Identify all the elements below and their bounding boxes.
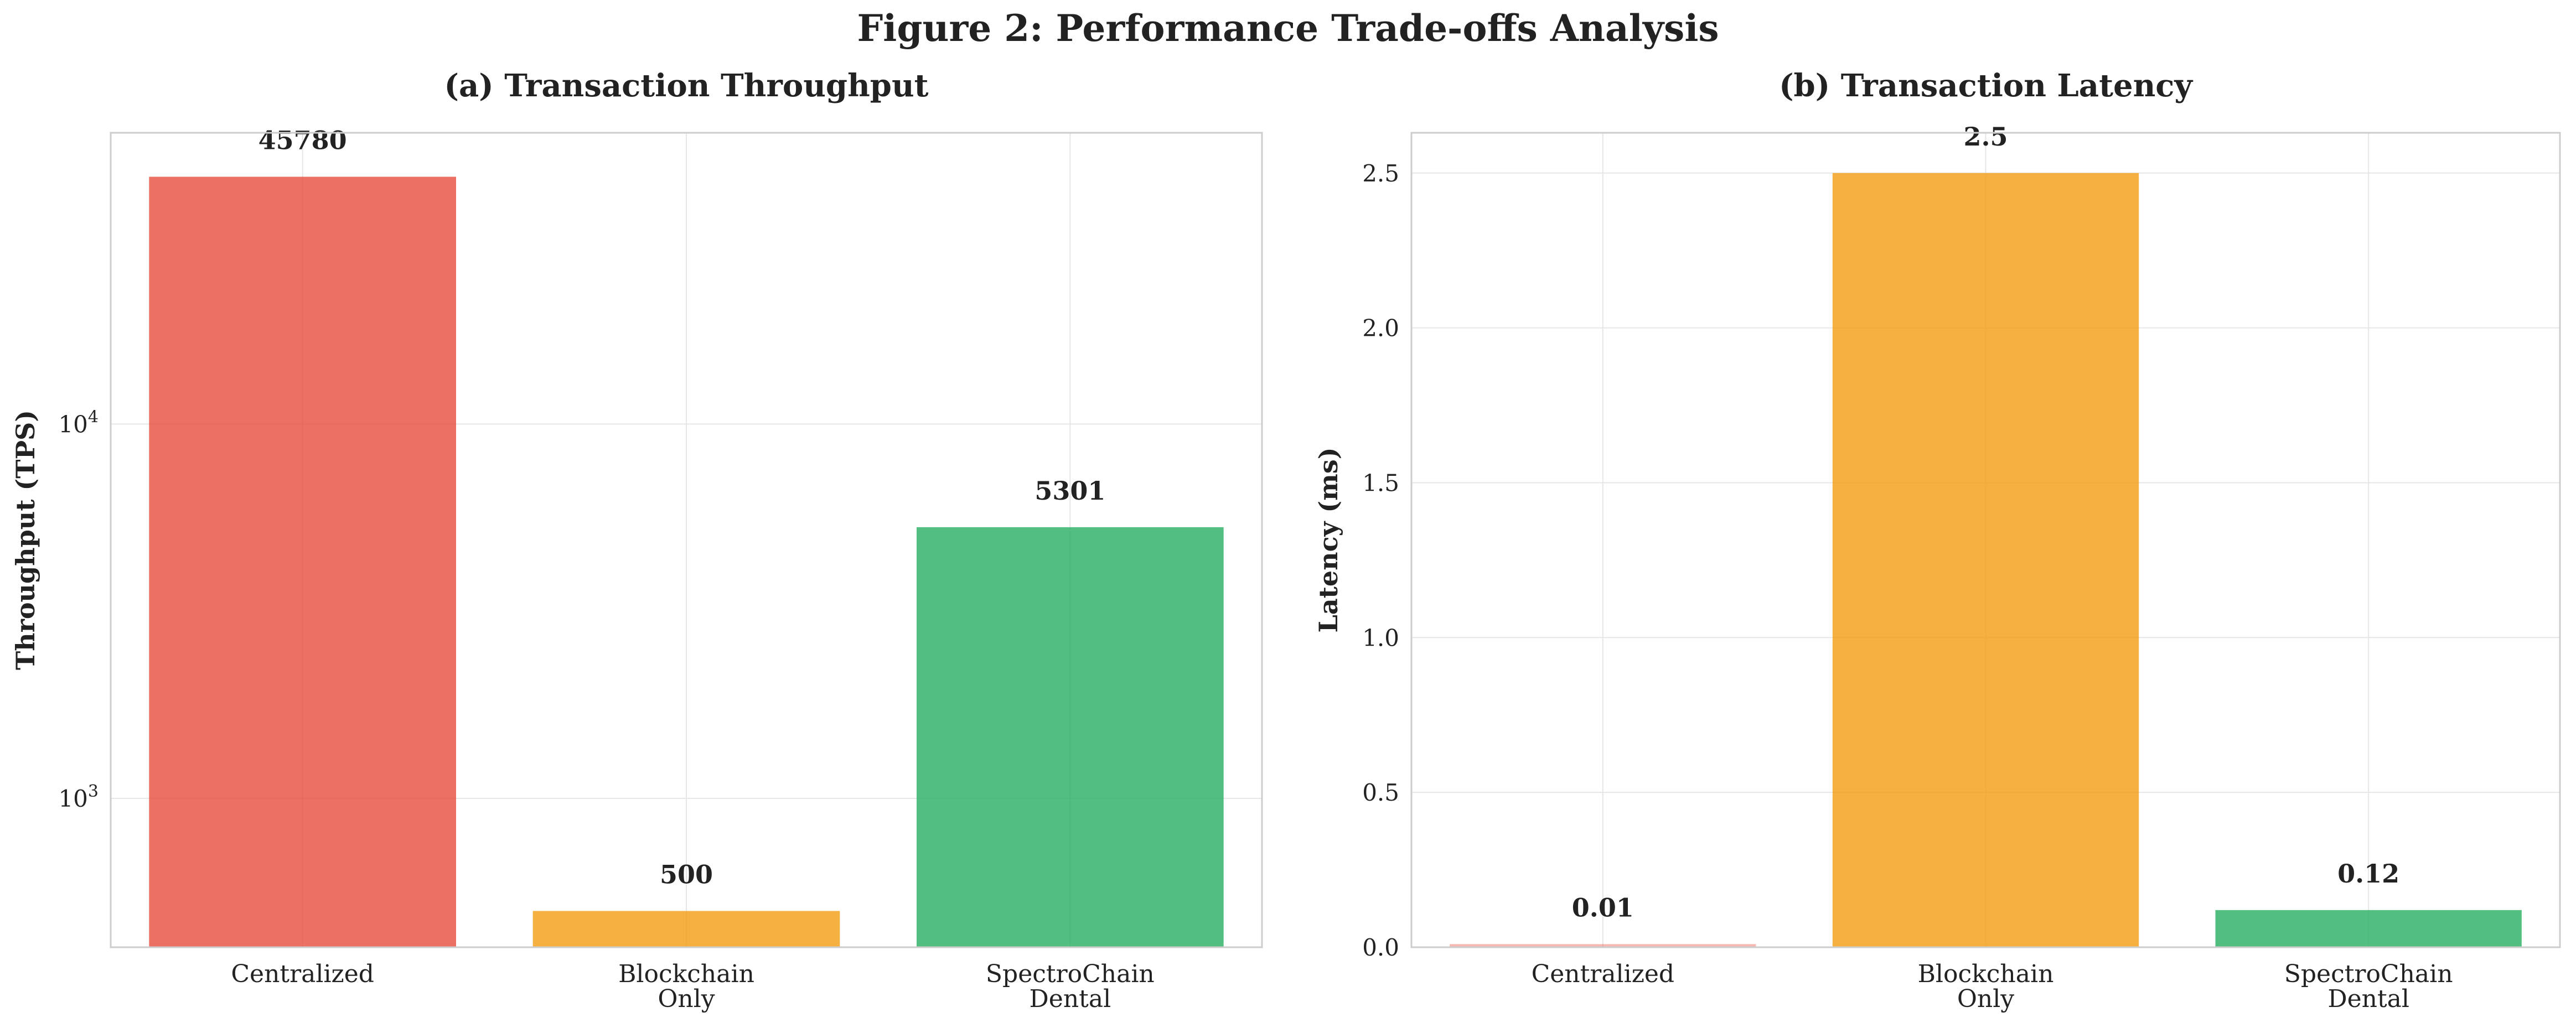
data-label: 2.5 (1963, 122, 2008, 152)
y-tick-label: 2.5 (1362, 160, 1399, 187)
x-tick-label: Only (1957, 985, 2014, 1013)
x-tick-label: Blockchain (618, 960, 754, 988)
data-label: 45780 (258, 125, 347, 155)
data-label: 5301 (1034, 476, 1105, 506)
x-tick-label: Only (658, 985, 715, 1013)
chart-title: (a) Transaction Throughput (444, 68, 928, 104)
bar (1832, 173, 2139, 947)
x-tick-label: Dental (2327, 985, 2409, 1013)
data-label: 0.12 (2337, 859, 2399, 889)
x-tick-label: SpectroChain (986, 960, 1155, 988)
bar (917, 527, 1224, 947)
y-tick-label: 1.0 (1362, 624, 1399, 651)
bar (532, 911, 840, 947)
x-tick-label: Centralized (1532, 960, 1675, 988)
latency-chart: 0.01 2.5 0.12 0.0 0.5 1.0 1.5 2.0 2.5 Centralized… (1313, 68, 2561, 1013)
y-tick-label: 103 (58, 782, 99, 812)
y-tick-label: 104 (58, 407, 99, 438)
y-axis-label: Latency (ms) (1313, 448, 1343, 633)
x-tick-label: Centralized (231, 960, 374, 988)
x-tick-label: Blockchain (1918, 960, 2054, 988)
axes-frame (110, 132, 1263, 948)
data-label: 0.01 (1572, 892, 1634, 922)
data-label: 500 (660, 859, 713, 889)
y-tick-label: 0.0 (1362, 934, 1399, 961)
y-axis-label: Throughput (TPS) (11, 410, 40, 670)
bar (149, 177, 456, 948)
x-tick-label: SpectroChain (2284, 960, 2453, 988)
throughput-chart: 45780 500 5301 103 104 Centralized BlockchainO… (11, 68, 1263, 1013)
chart-title: (b) Transaction Latency (1779, 68, 2193, 104)
x-tick-label: Dental (1030, 985, 1111, 1013)
figure-title: Figure 2: Performance Trade-offs Analysi… (857, 7, 1719, 50)
y-tick-label: 1.5 (1362, 469, 1399, 496)
y-tick-label: 2.0 (1362, 315, 1399, 342)
bar (2215, 910, 2522, 947)
axes-frame (1410, 132, 2561, 948)
y-tick-label: 0.5 (1362, 779, 1399, 806)
bar (1450, 944, 1756, 947)
